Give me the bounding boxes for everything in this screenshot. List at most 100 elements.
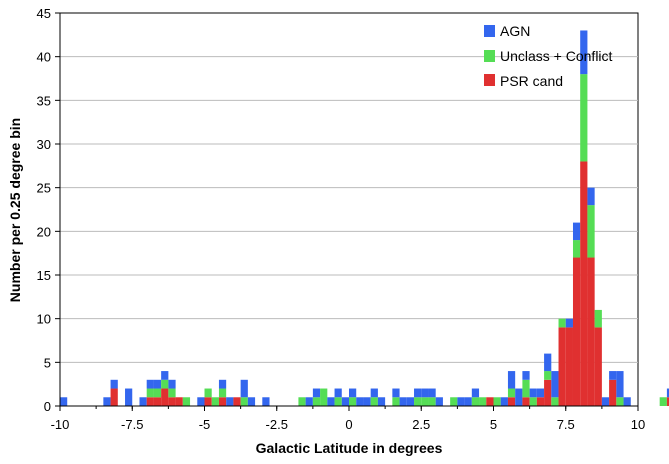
bar-agn-bin-67: [544, 353, 552, 372]
bar-unclass-conflict-bin-68: [551, 397, 559, 406]
bar-agn-bin-84: [666, 388, 669, 398]
bar-psr-cand-bin-22: [218, 397, 227, 406]
legend-label-agn: AGN: [500, 23, 530, 39]
bar-agn-bin-50: [421, 388, 429, 398]
x-tick-label-2: -5: [199, 417, 211, 432]
bar-unclass-conflict-bin-21: [211, 397, 219, 406]
bar-agn-bin-43: [370, 388, 378, 398]
y-axis-title: Number per 0.25 degree bin: [7, 118, 23, 302]
bar-unclass-conflict-bin-12: [146, 388, 154, 398]
legend: AGN Unclass + Conflict PSR cand: [484, 23, 613, 89]
bar-agn-bin-47: [399, 397, 407, 406]
bar-agn-bin-25: [240, 379, 248, 398]
bar-agn-bin-68: [551, 371, 559, 398]
bar-agn-bin-78: [623, 397, 631, 406]
y-tick-label-7: 35: [37, 93, 51, 108]
bar-psr-cand-bin-72: [580, 161, 588, 406]
bar-unclass-conflict-bin-71: [572, 240, 581, 258]
bar-agn-bin-70: [565, 318, 573, 328]
bar-unclass-conflict-bin-15: [168, 388, 176, 398]
bar-agn-bin-15: [168, 379, 176, 389]
bar-psr-cand-bin-13: [153, 397, 162, 406]
y-tick-label-4: 20: [37, 224, 51, 239]
bar-psr-cand-bin-59: [486, 397, 494, 406]
bar-unclass-conflict-bin-33: [298, 397, 306, 406]
bar-psr-cand-bin-69: [558, 327, 566, 406]
legend-swatch-unclass: [484, 50, 495, 62]
bar-psr-cand-bin-66: [536, 397, 545, 406]
bar-agn-bin-48: [406, 397, 415, 406]
bar-unclass-conflict-bin-38: [334, 397, 342, 406]
bar-agn-bin-75: [601, 397, 610, 406]
bar-agn-bin-57: [471, 388, 480, 398]
y-tick-label-9: 45: [37, 6, 51, 21]
legend-label-psr: PSR cand: [500, 73, 563, 89]
legend-swatch-agn: [484, 25, 495, 37]
bar-agn-bin-51: [428, 388, 436, 398]
x-axis-title: Galactic Latitude in degrees: [256, 440, 443, 456]
bar-agn-bin-26: [247, 397, 256, 406]
x-tick-label-7: 7.5: [557, 417, 575, 432]
bar-psr-cand-bin-12: [146, 397, 154, 406]
bar-psr-cand-bin-71: [572, 257, 581, 406]
x-tick-label-6: 5: [490, 417, 497, 432]
bar-agn-bin-66: [536, 388, 545, 398]
bar-unclass-conflict-bin-77: [616, 397, 624, 406]
x-tick-label-8: 10: [631, 417, 645, 432]
bar-agn-bin-77: [616, 371, 624, 398]
bar-psr-cand-bin-64: [522, 397, 530, 406]
bar-agn-bin-44: [377, 397, 386, 406]
y-tick-label-6: 30: [37, 137, 51, 152]
bar-unclass-conflict-bin-40: [349, 397, 357, 406]
legend-label-unclass: Unclass + Conflict: [500, 48, 613, 64]
bar-unclass-conflict-bin-72: [580, 74, 588, 162]
bar-unclass-conflict-bin-69: [558, 318, 566, 328]
bar-unclass-conflict-bin-57: [471, 397, 480, 406]
bar-agn-bin-22: [218, 379, 227, 389]
bar-psr-cand-bin-70: [565, 327, 573, 406]
bar-psr-cand-bin-14: [161, 388, 169, 406]
bar-unclass-conflict-bin-43: [370, 397, 378, 406]
bar-unclass-conflict-bin-83: [659, 397, 667, 406]
bar-agn-bin-13: [153, 379, 162, 389]
y-tick-label-3: 15: [37, 268, 51, 283]
bar-agn-bin-12: [146, 379, 154, 389]
bar-unclass-conflict-bin-22: [218, 388, 227, 398]
bar-agn-bin-42: [363, 397, 371, 406]
bar-agn-bin-35: [312, 388, 321, 398]
bar-unclass-conflict-bin-67: [544, 371, 552, 380]
bar-unclass-conflict-bin-54: [450, 397, 458, 406]
bar-agn-bin-34: [305, 397, 313, 406]
bar-psr-cand-bin-62: [507, 397, 516, 406]
bar-psr-cand-bin-84: [666, 397, 669, 406]
bar-unclass-conflict-bin-58: [479, 397, 487, 406]
bar-agn-bin-65: [529, 388, 537, 398]
bar-unclass-conflict-bin-51: [428, 397, 436, 406]
bar-psr-cand-bin-16: [175, 397, 183, 406]
y-tick-label-8: 40: [37, 50, 51, 65]
bar-agn-bin-9: [125, 388, 133, 406]
ticks: -10 -7.5 -5 -2.5 0 2.5 5 7.5 10 0 5 10 15 20 25 30 35 40 4…: [37, 6, 646, 432]
legend-swatch-psr: [484, 74, 495, 86]
bar-agn-bin-38: [334, 388, 342, 398]
bar-agn-bin-63: [515, 388, 523, 406]
bar-agn-bin-55: [457, 397, 465, 406]
bar-unclass-conflict-bin-35: [312, 397, 321, 406]
y-tick-label-5: 25: [37, 181, 51, 196]
bar-agn-bin-56: [464, 397, 472, 406]
bar-psr-cand-bin-7: [110, 388, 118, 406]
bar-unclass-conflict-bin-50: [421, 397, 429, 406]
bar-unclass-conflict-bin-14: [161, 379, 169, 389]
bar-agn-bin-52: [435, 397, 443, 406]
bar-agn-bin-23: [226, 397, 234, 406]
bar-psr-cand-bin-15: [168, 397, 176, 406]
bar-agn-bin-72: [580, 30, 588, 75]
bar-agn-bin-6: [103, 397, 111, 406]
x-tick-label-0: -10: [51, 417, 70, 432]
plot-area: [59, 12, 639, 407]
bar-psr-cand-bin-20: [204, 397, 212, 406]
bar-unclass-conflict-bin-25: [240, 397, 248, 406]
bar-psr-cand-bin-24: [233, 397, 241, 406]
bar-agn-bin-14: [161, 371, 169, 380]
